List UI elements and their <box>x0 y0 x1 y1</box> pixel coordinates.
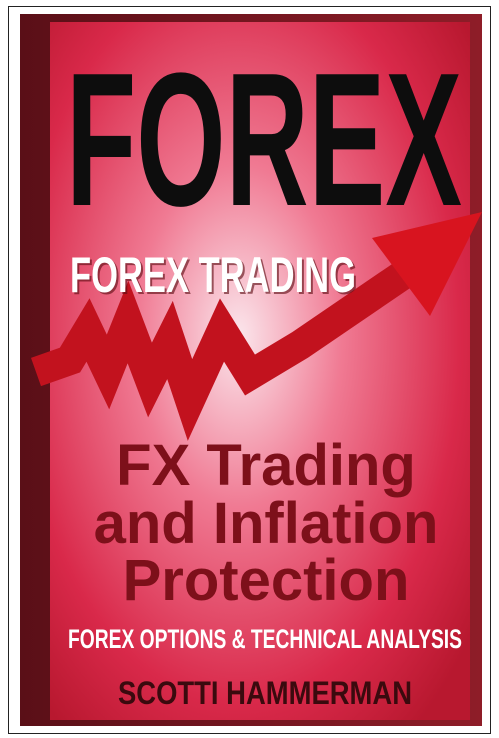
book-cover-page: FOREX FOREX TRADING FOREX TRADING FX Tra… <box>0 0 499 738</box>
author: SCOTTI HAMMERMAN <box>118 675 412 711</box>
title: FOREX <box>66 34 462 246</box>
tagline: FOREX OPTIONS & TECHNICAL ANALYSIS <box>68 624 462 654</box>
headline-line: and Inflation <box>94 491 439 556</box>
headline-line: Protection <box>123 548 410 613</box>
headline-line: FX Trading <box>116 433 416 498</box>
subtitle: FOREX TRADING <box>70 247 356 303</box>
